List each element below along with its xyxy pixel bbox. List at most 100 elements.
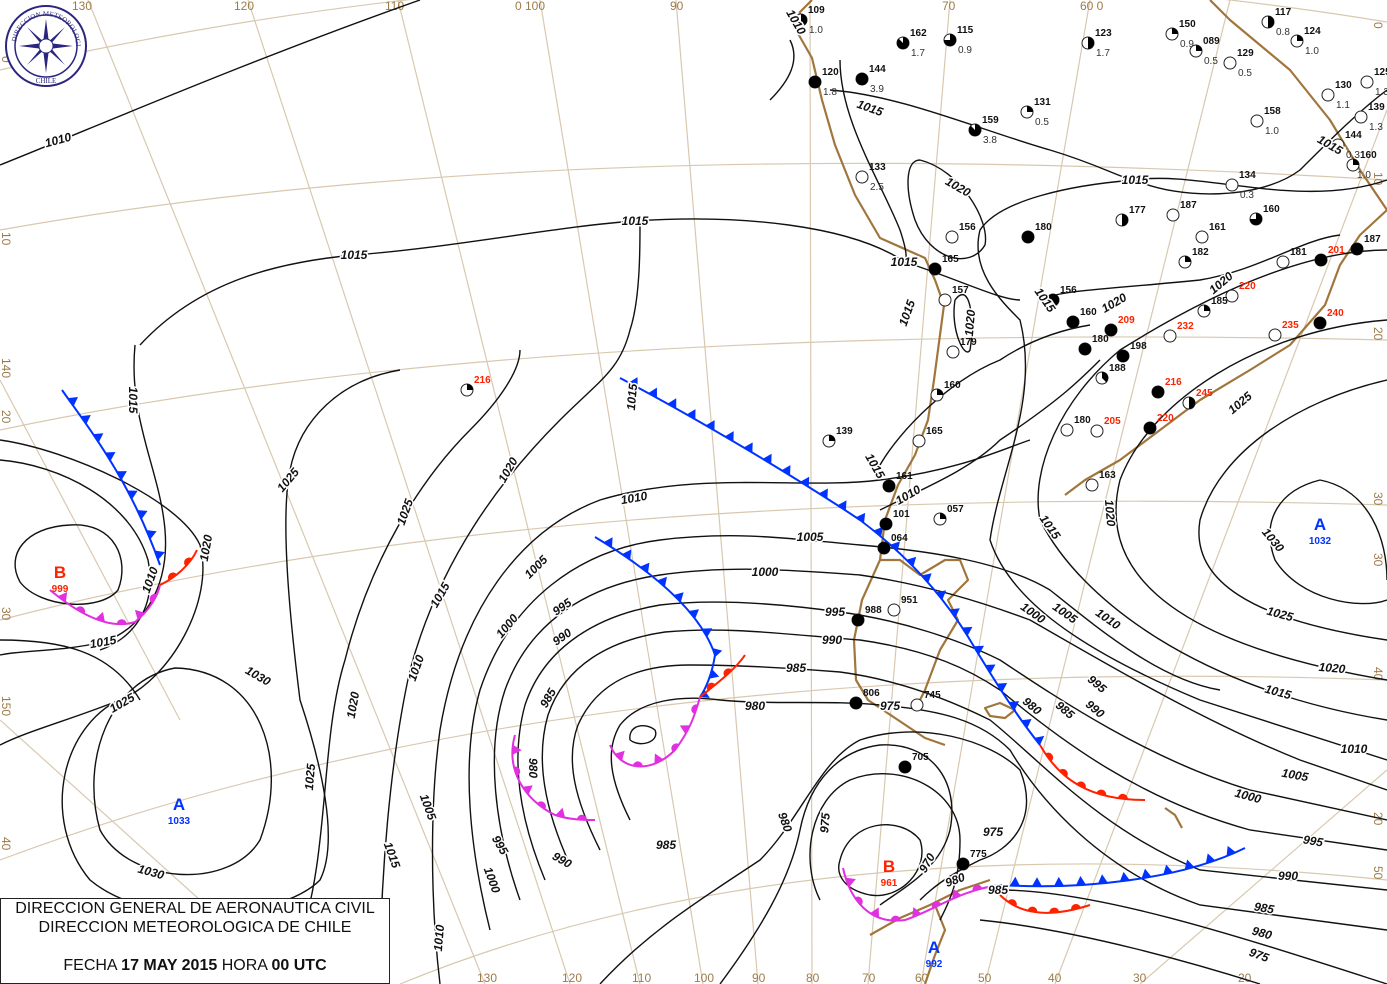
- lat-label: 20: [0, 410, 13, 424]
- station-plot: 775: [956, 849, 987, 871]
- front-semicircle: [854, 896, 863, 906]
- cloud-cover-icon: [1225, 289, 1239, 303]
- station-plot: 187: [1350, 234, 1381, 256]
- station-plot: 150: [1165, 19, 1196, 41]
- pressure-tendency: 1.0: [1265, 126, 1279, 137]
- station-plot: 161: [882, 471, 913, 493]
- station-plot: 179: [946, 337, 977, 359]
- parallel-line: [399, 863, 1387, 984]
- pressure-tendency: 2.5: [870, 182, 884, 193]
- front-semicircle: [1076, 781, 1086, 789]
- meridian-line: [0, 379, 181, 721]
- front-triangle: [702, 628, 713, 638]
- isobar-line: [979, 919, 1261, 984]
- isobar-line: [379, 224, 641, 984]
- isobar-line: [1269, 479, 1387, 605]
- front-triangle: [57, 592, 68, 603]
- isobar-label: 985: [656, 838, 676, 852]
- front-triangle: [688, 609, 699, 619]
- station-plot: 156: [1046, 285, 1077, 307]
- meridian-line: [984, 0, 1231, 984]
- front-triangle: [709, 669, 720, 679]
- isobar-line: [1037, 249, 1387, 721]
- isobar-line: [879, 324, 1091, 466]
- front-triangle: [654, 753, 664, 764]
- station-plot: 165: [912, 426, 943, 448]
- front-semicircle: [1045, 752, 1054, 762]
- station-plot: 220: [1225, 281, 1256, 303]
- front-triangle: [818, 488, 828, 499]
- coastline-south-america-east: [1064, 0, 1387, 496]
- fecha-label: FECHA: [63, 957, 117, 974]
- cloud-cover-icon: [945, 230, 959, 244]
- front-triangle: [1163, 864, 1173, 875]
- front-triangle: [137, 510, 148, 520]
- station-plot: 806: [849, 688, 880, 710]
- station-plot: 160: [1249, 204, 1280, 226]
- station-pressure-code: 232: [1177, 321, 1194, 332]
- front-triangle: [622, 549, 632, 560]
- cloud-cover-fill: [852, 614, 864, 626]
- isobar-label: 1025: [1225, 389, 1255, 417]
- cloud-cover-fill: [1297, 35, 1303, 41]
- isobar-label: 1015: [1263, 682, 1293, 703]
- isobar-label: 1005: [797, 530, 824, 544]
- front-triangle: [522, 785, 533, 795]
- isobar-label: 980: [775, 810, 795, 834]
- isobar-label: 1015: [1032, 285, 1059, 315]
- station-pressure-code: 181: [1290, 247, 1307, 258]
- cloud-cover-icon: [912, 434, 926, 448]
- cloud-cover-icon: [1268, 328, 1282, 342]
- isobar-label: 1015: [624, 383, 640, 411]
- center-pressure: 961: [881, 878, 898, 889]
- station-plot: 177: [1115, 205, 1146, 227]
- station-pressure-code: 133: [869, 162, 886, 173]
- station-pressure-code: 180: [1035, 222, 1052, 233]
- isobar-label: 985: [786, 661, 806, 675]
- front-triangle: [93, 433, 104, 443]
- lat-label: 0: [1371, 22, 1385, 29]
- front-triangle: [781, 465, 791, 476]
- pressure-tendency: 1.7: [1096, 48, 1110, 59]
- cloud-cover-fill: [1144, 422, 1156, 434]
- station-plot: 120: [808, 67, 839, 89]
- station-pressure-code: 177: [1129, 205, 1146, 216]
- isobar-label: 1010: [431, 924, 447, 952]
- lon-label: 70: [862, 971, 876, 984]
- station-pressure-code: 161: [896, 471, 913, 482]
- station-plot: 139: [822, 426, 853, 448]
- warm-front: [699, 654, 746, 698]
- station-pressure-code: 144: [1345, 130, 1362, 141]
- cloud-cover-fill: [1105, 324, 1117, 336]
- station-pressure-code: 057: [947, 504, 964, 515]
- cloud-cover-fill: [969, 124, 982, 136]
- front-triangle: [743, 442, 753, 453]
- station-pressure-code: 198: [1130, 341, 1147, 352]
- front-triangle: [127, 490, 138, 500]
- lon-label: 150: [0, 696, 13, 716]
- isobar-label: 1020: [344, 690, 362, 719]
- station-pressure-code: 117: [1275, 7, 1292, 18]
- isobar-label: 980: [526, 758, 540, 778]
- station-pressure-code: 115: [957, 25, 974, 36]
- isobar-line: [629, 724, 657, 745]
- front-semicircle: [537, 801, 546, 810]
- lon-label: 80: [806, 971, 820, 984]
- front-semicircle: [1117, 793, 1128, 800]
- station-pressure-code: 160: [1360, 150, 1377, 161]
- front-triangle: [1053, 876, 1064, 887]
- cloud-cover-fill: [801, 14, 807, 26]
- pressure-tendency: 1.0: [1305, 46, 1319, 57]
- station-plot: 124: [1290, 26, 1321, 48]
- station-pressure-code: 161: [1209, 222, 1226, 233]
- station-pressure-code: 220: [1239, 281, 1256, 292]
- isobar-line: [907, 159, 987, 260]
- isobar-line: [0, 0, 421, 166]
- isobar-label: 1010: [1341, 742, 1368, 756]
- station-plot: 185: [1197, 296, 1228, 318]
- station-plots: 109 120 144 162 115 159 133 131 123 150 089 129 117 1…: [460, 5, 1387, 871]
- isobar-label: 1020: [1102, 499, 1118, 527]
- station-plot: 133: [855, 162, 886, 184]
- station-pressure-code: 240: [1327, 308, 1344, 319]
